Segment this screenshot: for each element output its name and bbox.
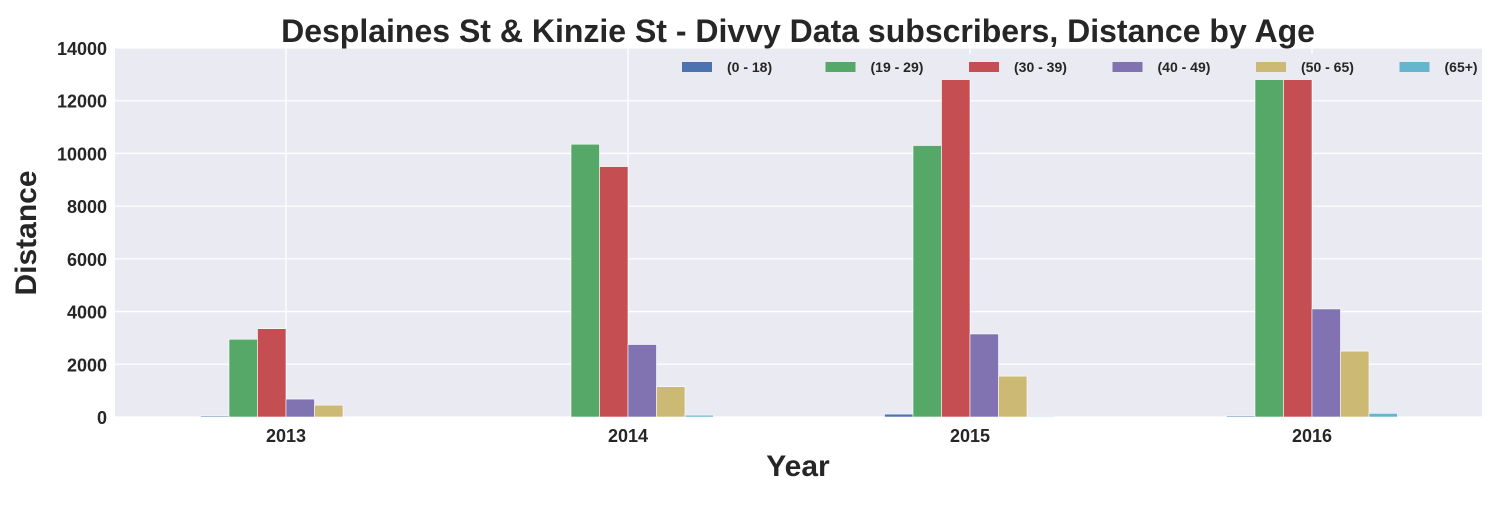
bar <box>1026 415 1056 418</box>
chart-title: Desplaines St & Kinzie St - Divvy Data s… <box>281 13 1315 49</box>
bar <box>285 398 315 418</box>
legend-label: (65+) <box>1445 59 1478 75</box>
bar <box>228 338 258 418</box>
y-tick-label: 14000 <box>57 39 107 59</box>
legend-label: (0 - 18) <box>727 59 772 75</box>
bar <box>969 333 999 418</box>
y-tick-label: 8000 <box>67 197 107 217</box>
bar <box>941 79 971 418</box>
x-tick-label: 2016 <box>1292 426 1332 446</box>
bar <box>884 413 914 418</box>
bar <box>1340 350 1370 418</box>
legend-box <box>674 54 1480 80</box>
legend-label: (30 - 39) <box>1014 59 1067 75</box>
bar <box>998 375 1028 418</box>
legend-swatch <box>1112 62 1143 72</box>
y-tick-label: 6000 <box>67 250 107 270</box>
legend: (0 - 18) (19 - 29) (30 - 39) (40 - 49) (50 -… <box>674 54 1480 80</box>
legend-label: (19 - 29) <box>871 59 924 75</box>
x-tick-label: 2015 <box>950 426 990 446</box>
x-tick-label: 2013 <box>266 426 306 446</box>
legend-label: (40 - 49) <box>1158 59 1211 75</box>
legend-label: (50 - 65) <box>1301 59 1354 75</box>
legend-swatch <box>682 62 712 72</box>
bar <box>1254 79 1284 418</box>
y-tick-label: 0 <box>97 408 107 428</box>
legend-swatch <box>969 62 999 72</box>
bar <box>1368 413 1398 418</box>
bar <box>627 344 657 418</box>
legend-swatch <box>1256 62 1286 72</box>
bar <box>656 386 686 418</box>
y-axis-label: Distance <box>10 170 43 295</box>
y-tick-label: 2000 <box>67 355 107 375</box>
x-tick-label: 2014 <box>608 426 648 446</box>
bar <box>257 328 287 418</box>
bar <box>912 145 942 418</box>
legend-swatch <box>1399 62 1430 72</box>
plot-area <box>115 48 1482 417</box>
bar <box>684 414 714 418</box>
bar <box>200 415 230 418</box>
bar <box>1311 308 1341 418</box>
bar <box>1283 79 1313 418</box>
y-tick-label: 4000 <box>67 303 107 323</box>
x-axis-label: Year <box>766 450 830 483</box>
y-tick-label: 12000 <box>57 92 107 112</box>
legend-swatch <box>825 62 856 72</box>
bar <box>1226 415 1256 418</box>
bar <box>599 166 629 418</box>
bar <box>570 143 600 418</box>
y-tick-label: 10000 <box>57 144 107 164</box>
bar <box>314 404 344 418</box>
